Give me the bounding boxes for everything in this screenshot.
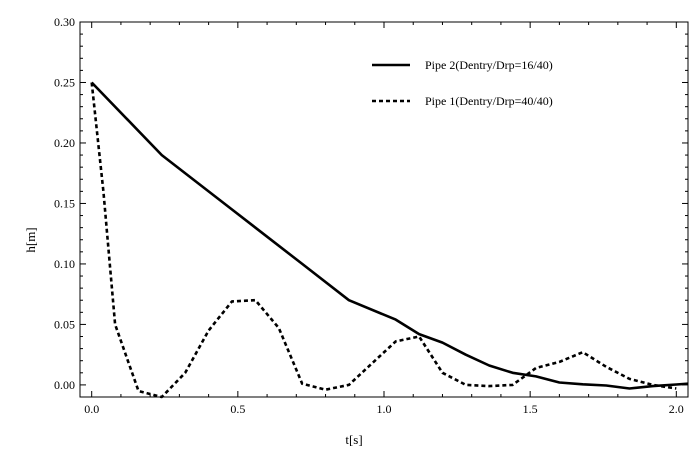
legend-label-pipe-2: Pipe 2(Dentry/Drp=16/40) (425, 58, 553, 72)
x-tick-label: 1.5 (523, 402, 538, 416)
x-axis-title: t[s] (345, 432, 362, 447)
y-tick-label: 0.10 (54, 257, 75, 271)
plot-frame (79, 21, 689, 398)
y-tick-label: 0.15 (54, 196, 75, 210)
y-tick-label: 0.00 (54, 378, 75, 392)
series-layer (90, 81, 689, 399)
legend-label-pipe-1: Pipe 1(Dentry/Drp=40/40) (425, 94, 553, 108)
y-tick-label: 0.05 (54, 317, 75, 331)
y-tick-label: 0.20 (54, 136, 75, 150)
series-line-pipe-1 (90, 82, 677, 399)
y-tick-label: 0.30 (54, 15, 75, 29)
x-tick-label: 2.0 (669, 402, 684, 416)
y-tick-label: 0.25 (54, 75, 75, 89)
x-tick-label: 0.0 (84, 402, 99, 416)
axis-ticks (80, 21, 688, 397)
series-line-pipe-2 (90, 81, 689, 390)
legend: Pipe 2(Dentry/Drp=16/40) Pipe 1(Dentry/D… (372, 58, 553, 108)
x-tick-label: 1.0 (377, 402, 392, 416)
x-tick-label: 0.5 (230, 402, 245, 416)
y-axis-title: h[m] (23, 227, 38, 252)
axis-tick-labels: 0.0 0.5 1.0 1.5 2.0 0.00 0.05 0.10 0.15 0.20 0.25 0… (54, 15, 684, 416)
